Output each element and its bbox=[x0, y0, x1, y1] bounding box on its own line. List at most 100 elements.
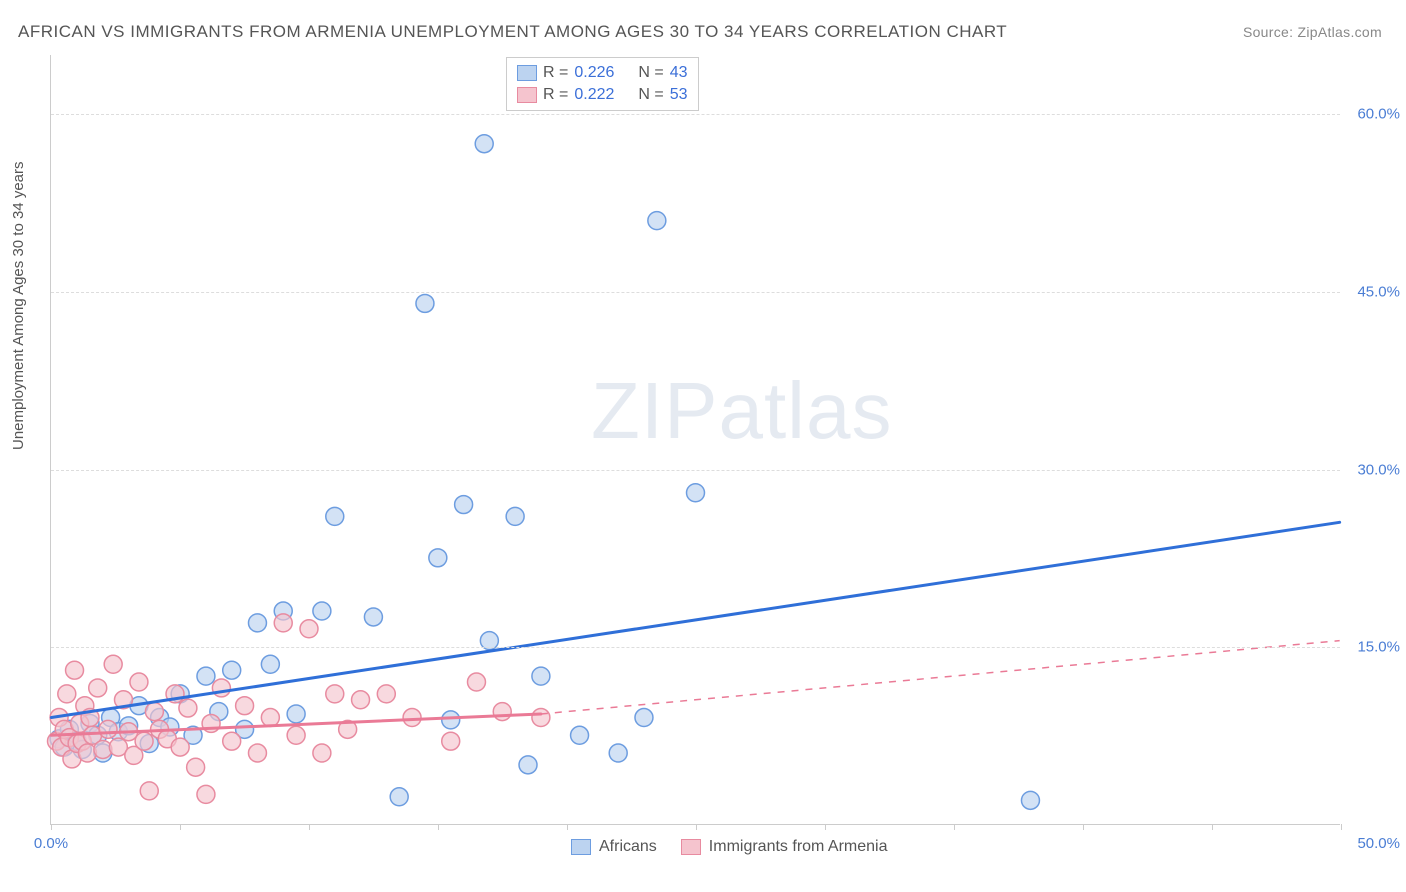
data-point bbox=[66, 661, 84, 679]
data-point bbox=[609, 744, 627, 762]
data-point bbox=[475, 135, 493, 153]
x-tick bbox=[309, 824, 310, 830]
data-point bbox=[687, 484, 705, 502]
x-tick bbox=[954, 824, 955, 830]
trend-line-extrapolated bbox=[541, 641, 1340, 714]
y-tick-label: 60.0% bbox=[1357, 106, 1400, 123]
data-point bbox=[364, 608, 382, 626]
data-point bbox=[352, 691, 370, 709]
x-max-label: 50.0% bbox=[1357, 835, 1400, 852]
data-point bbox=[58, 685, 76, 703]
x-tick bbox=[567, 824, 568, 830]
data-point bbox=[300, 620, 318, 638]
data-point bbox=[171, 738, 189, 756]
legend-stats: R = 0.226 N = 43 R = 0.222 N = 53 bbox=[506, 57, 699, 111]
legend-r-label: R = bbox=[543, 86, 568, 104]
legend-stats-row: R = 0.226 N = 43 bbox=[517, 62, 688, 84]
data-point bbox=[287, 726, 305, 744]
source-label: Source: ZipAtlas.com bbox=[1243, 24, 1382, 40]
data-point bbox=[532, 667, 550, 685]
plot-area: ZIPatlas 15.0%30.0%45.0%60.0%0.0%50.0%R … bbox=[50, 55, 1340, 825]
data-point bbox=[130, 673, 148, 691]
data-point bbox=[212, 679, 230, 697]
data-point bbox=[377, 685, 395, 703]
data-point bbox=[532, 709, 550, 727]
data-point bbox=[442, 711, 460, 729]
data-point bbox=[187, 758, 205, 776]
data-point bbox=[89, 679, 107, 697]
x-tick bbox=[438, 824, 439, 830]
legend-r-label: R = bbox=[543, 64, 568, 82]
scatter-svg bbox=[51, 55, 1340, 824]
data-point bbox=[442, 732, 460, 750]
legend-r-value: 0.226 bbox=[574, 64, 614, 82]
data-point bbox=[261, 709, 279, 727]
data-point bbox=[1021, 791, 1039, 809]
data-point bbox=[236, 697, 254, 715]
y-axis-label: Unemployment Among Ages 30 to 34 years bbox=[10, 161, 27, 450]
x-tick bbox=[180, 824, 181, 830]
trend-line bbox=[51, 522, 1339, 717]
x-tick bbox=[1212, 824, 1213, 830]
legend-series-label: Africans bbox=[599, 838, 657, 856]
y-tick-label: 15.0% bbox=[1357, 639, 1400, 656]
data-point bbox=[197, 667, 215, 685]
x-origin-label: 0.0% bbox=[34, 835, 68, 852]
data-point bbox=[287, 705, 305, 723]
data-point bbox=[506, 507, 524, 525]
data-point bbox=[390, 788, 408, 806]
legend-swatch bbox=[517, 65, 537, 81]
x-tick bbox=[1083, 824, 1084, 830]
legend-n-value: 53 bbox=[670, 86, 688, 104]
data-point bbox=[429, 549, 447, 567]
legend-swatch bbox=[681, 839, 701, 855]
data-point bbox=[648, 212, 666, 230]
data-point bbox=[313, 744, 331, 762]
data-point bbox=[274, 614, 292, 632]
gridline bbox=[51, 647, 1340, 648]
legend-series-label: Immigrants from Armenia bbox=[709, 838, 888, 856]
data-point bbox=[261, 655, 279, 673]
legend-series-item: Africans bbox=[571, 838, 657, 856]
legend-series-item: Immigrants from Armenia bbox=[681, 838, 888, 856]
data-point bbox=[313, 602, 331, 620]
data-point bbox=[403, 709, 421, 727]
data-point bbox=[99, 720, 117, 738]
gridline bbox=[51, 114, 1340, 115]
legend-stats-row: R = 0.222 N = 53 bbox=[517, 84, 688, 106]
legend-swatch bbox=[517, 87, 537, 103]
data-point bbox=[493, 703, 511, 721]
x-tick bbox=[51, 824, 52, 830]
data-point bbox=[326, 507, 344, 525]
data-point bbox=[455, 496, 473, 514]
legend-swatch bbox=[571, 839, 591, 855]
data-point bbox=[326, 685, 344, 703]
chart-title: AFRICAN VS IMMIGRANTS FROM ARMENIA UNEMP… bbox=[18, 22, 1007, 42]
data-point bbox=[145, 703, 163, 721]
data-point bbox=[223, 732, 241, 750]
legend-r-value: 0.222 bbox=[574, 86, 614, 104]
chart-container: AFRICAN VS IMMIGRANTS FROM ARMENIA UNEMP… bbox=[0, 0, 1406, 892]
data-point bbox=[223, 661, 241, 679]
legend-n-label: N = bbox=[638, 86, 663, 104]
data-point bbox=[104, 655, 122, 673]
y-tick-label: 30.0% bbox=[1357, 461, 1400, 478]
gridline bbox=[51, 470, 1340, 471]
data-point bbox=[135, 732, 153, 750]
data-point bbox=[248, 614, 266, 632]
legend-n-value: 43 bbox=[670, 64, 688, 82]
data-point bbox=[571, 726, 589, 744]
legend-n-label: N = bbox=[638, 64, 663, 82]
data-point bbox=[248, 744, 266, 762]
gridline bbox=[51, 292, 1340, 293]
data-point bbox=[467, 673, 485, 691]
data-point bbox=[197, 785, 215, 803]
data-point bbox=[635, 709, 653, 727]
y-tick-label: 45.0% bbox=[1357, 283, 1400, 300]
x-tick bbox=[1341, 824, 1342, 830]
x-tick bbox=[696, 824, 697, 830]
data-point bbox=[179, 699, 197, 717]
data-point bbox=[519, 756, 537, 774]
x-tick bbox=[825, 824, 826, 830]
legend-series: Africans Immigrants from Armenia bbox=[571, 838, 888, 856]
